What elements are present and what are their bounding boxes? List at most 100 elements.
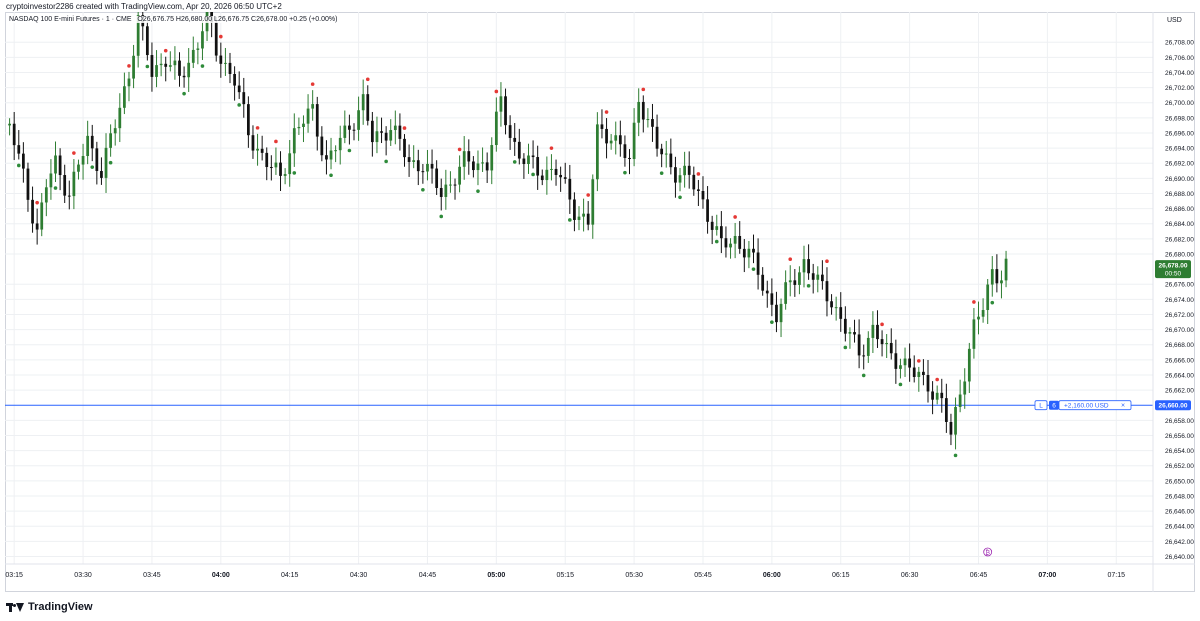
price-tick-label: 26,650.00 [1165,478,1194,485]
order-price-label: 26,660.00 [1159,403,1188,410]
candle-down [439,187,443,197]
buy-signal-dot [512,160,517,164]
candle-up [393,125,397,131]
candle-up [788,280,792,283]
candle-down [31,199,34,224]
candle-down [522,158,526,165]
candle-up [550,168,553,170]
candle-down [21,153,25,169]
candle-down [765,290,769,294]
price-tick-label: 26,700.00 [1165,100,1194,107]
sell-signal-dot [549,146,554,150]
candle-down [467,151,471,162]
candle-down [531,155,535,158]
chart-frame [5,12,1195,592]
buy-signal-dot [347,148,352,153]
candle-up [104,147,108,178]
candle-down [228,62,232,74]
sell-signal-dot [457,147,462,152]
price-chart[interactable]: L 6 +2,160.00 USD × USD 26,708.00 26,706.00 26… [5,12,1195,592]
event-marker-icon[interactable] [983,547,993,557]
order-pnl-label: +2,160.00 USD [1064,403,1109,410]
candle-down [430,163,434,169]
candle-down [182,75,186,78]
price-tick-label: 26,658.00 [1165,418,1194,425]
buy-signal-dot [531,172,535,177]
order-close-icon[interactable]: × [1121,403,1125,410]
sell-signal-dot [641,87,646,92]
candle-up [292,128,296,154]
last-price-countdown: 00:50 [1165,271,1182,278]
candle-up [449,184,452,186]
order-pnl-box[interactable] [1058,400,1132,411]
sell-signal-dot [935,377,939,382]
candle-up [389,130,393,141]
buy-signal-dot [237,103,241,107]
time-tick-label: 05:30 [625,572,643,579]
candle-up [1004,258,1008,281]
candle-down [453,184,457,186]
order-side-box[interactable] [1034,400,1048,411]
buy-signal-dot [623,170,627,175]
buy-signal-dot [953,453,958,458]
candle-down [67,195,71,197]
price-tick-label: 26,690.00 [1165,176,1194,183]
candle-down [58,155,62,176]
time-tick-label: 05:15 [556,572,574,579]
candle-down [320,136,324,156]
order-qty-box[interactable] [1049,400,1059,410]
buy-signal-dot [53,186,58,190]
candle-up [283,174,287,176]
candle-up [127,78,131,87]
price-tick-label: 26,702.00 [1165,85,1194,92]
candle-up [582,213,585,217]
candle-up [458,166,461,185]
candle-down [352,129,356,131]
candle-down [876,324,879,340]
candle-up [155,65,158,77]
candle-down [862,355,866,357]
symbol-legend[interactable]: NASDAQ 100 E-mini Futures · 1 · CME O26,… [9,16,338,23]
candle-up [866,337,870,356]
candle-down [949,421,953,435]
buy-signal-dot [843,345,848,350]
candle-up [201,31,204,49]
candle-up [527,155,530,165]
buy-signal-dot [714,239,719,244]
candle-up [977,316,980,320]
buy-signal-dot [806,284,811,288]
candle-up [288,153,292,175]
sell-signal-dot [402,126,407,130]
price-tick-label: 26,706.00 [1165,55,1194,62]
time-tick-label: 03:15 [5,572,23,579]
candle-down [944,398,948,422]
candle-down [926,375,930,392]
tradingview-footer[interactable]: TradingView [6,599,93,615]
candle-up [136,15,140,56]
candle-up [86,135,90,157]
candle-up [967,348,971,382]
time-tick-label: 03:30 [74,572,92,579]
candle-up [476,163,480,171]
candle-down [641,101,645,120]
buy-signal-dot [145,64,150,69]
candle-up [499,96,503,112]
candle-down [807,259,810,274]
time-tick-label: 04:15 [281,572,299,579]
candle-up [274,162,278,168]
candle-down [719,226,723,239]
candle-down [742,248,746,258]
candle-down [701,190,705,200]
candle-down [889,342,893,354]
candle-up [343,125,347,138]
candle-down [573,199,576,220]
sell-signal-dot [365,77,370,82]
candle-up [715,226,719,230]
time-tick-label: 05:45 [694,572,712,579]
sell-signal-dot [880,322,884,327]
candle-up [338,137,342,151]
candle-up [609,140,613,144]
buy-signal-dot [292,171,297,175]
candle-down [12,123,16,146]
candle-up [196,48,200,50]
